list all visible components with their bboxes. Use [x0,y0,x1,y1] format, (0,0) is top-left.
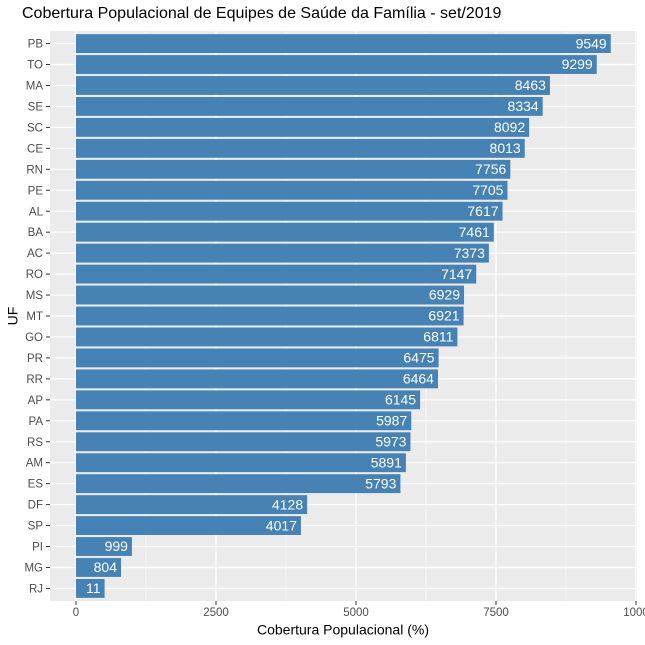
data-label: 6811 [423,329,453,345]
bar [75,138,525,158]
bar [75,180,508,200]
bar [75,495,308,515]
y-tick-label: RJ [29,583,43,595]
y-tick-label: SE [28,101,44,113]
bar [75,243,489,263]
bar [75,369,438,389]
bar [75,117,530,137]
data-label: 9299 [562,56,593,72]
data-label: 8013 [490,140,521,156]
data-label: 9549 [576,35,607,51]
bar [75,390,421,410]
y-tick-label: AM [26,458,43,470]
x-tick-label: 0 [73,607,79,619]
bar [75,516,301,535]
data-label: 7756 [475,161,506,177]
bar [75,285,465,305]
y-tick-label: AC [27,248,43,260]
bar [75,306,464,326]
y-tick-label: CE [27,143,43,155]
y-tick-label: TO [27,60,43,72]
y-tick-label: SP [28,521,44,533]
bar [75,76,550,95]
data-label: 6475 [403,350,434,366]
x-tick-label: 7500 [483,607,509,619]
data-label: 5987 [376,412,407,428]
marks: 9549 9299 8463 8334 8092 8013 7756 7705 7617 7461… [75,34,611,598]
bar [75,578,105,598]
bar [75,453,406,473]
data-label: 5973 [375,433,406,449]
y-tick-label: AP [28,395,44,407]
y-tick-label: MS [26,290,44,302]
y-axis-label: UF [5,307,21,326]
y-tick-label: PA [29,416,44,428]
data-label: 6929 [429,287,460,303]
x-tick-label: 2500 [203,607,229,619]
bar [75,34,611,54]
data-label: 4017 [266,517,297,533]
y-tick-label: DF [28,500,43,512]
data-label: 8334 [508,98,539,114]
y-tick-label: GO [25,332,43,344]
data-label: 7373 [454,245,485,261]
y-tick-label: RR [26,374,43,386]
bar [75,537,132,556]
y-tick-label: PE [28,185,44,197]
y-tick-label: BA [28,227,44,239]
data-label: 7705 [472,182,503,198]
data-label: 6921 [428,308,459,324]
bar [75,159,511,179]
bar [75,558,122,577]
x-axis-label: Cobertura Populacional (%) [257,622,429,638]
data-label: 4128 [272,496,303,512]
y-tick-label: SC [27,122,43,134]
y-tick-label: MG [24,563,43,575]
bar [75,55,597,74]
data-label: 7461 [459,224,490,240]
chart-title: Cobertura Populacional de Equipes de Saú… [22,5,502,22]
data-label: 804 [94,559,118,575]
y-tick-label: RO [26,269,43,281]
bar [75,474,401,494]
data-label: 999 [105,538,129,554]
data-label: 5793 [365,475,396,491]
data-label: 6464 [403,371,434,387]
bar [75,222,494,242]
y-tick-label: RN [26,164,43,176]
y-tick-label: AL [29,206,44,218]
y-tick-label: ES [28,479,44,491]
y-tick-label: PB [28,39,44,51]
bar [75,201,503,221]
data-label: 11 [86,580,101,596]
y-tick-label: PI [32,542,43,554]
data-label: 8092 [494,119,525,135]
y-tick-label: PR [27,353,43,365]
x-tick-label: 5000 [343,607,369,619]
data-label: 8463 [515,77,546,93]
bar [75,348,439,368]
data-label: 6145 [385,392,416,408]
bar [75,432,411,452]
data-label: 7617 [467,203,498,219]
bar [75,411,412,431]
x-tick-label: 1000 [623,607,645,619]
y-tick-label: MA [26,81,44,93]
y-tick-label: MT [26,311,43,323]
bar [75,327,458,347]
bar [75,264,477,284]
bar [75,97,543,116]
data-label: 5891 [371,454,402,470]
data-label: 7147 [441,266,472,282]
y-tick-label: RS [27,437,43,449]
